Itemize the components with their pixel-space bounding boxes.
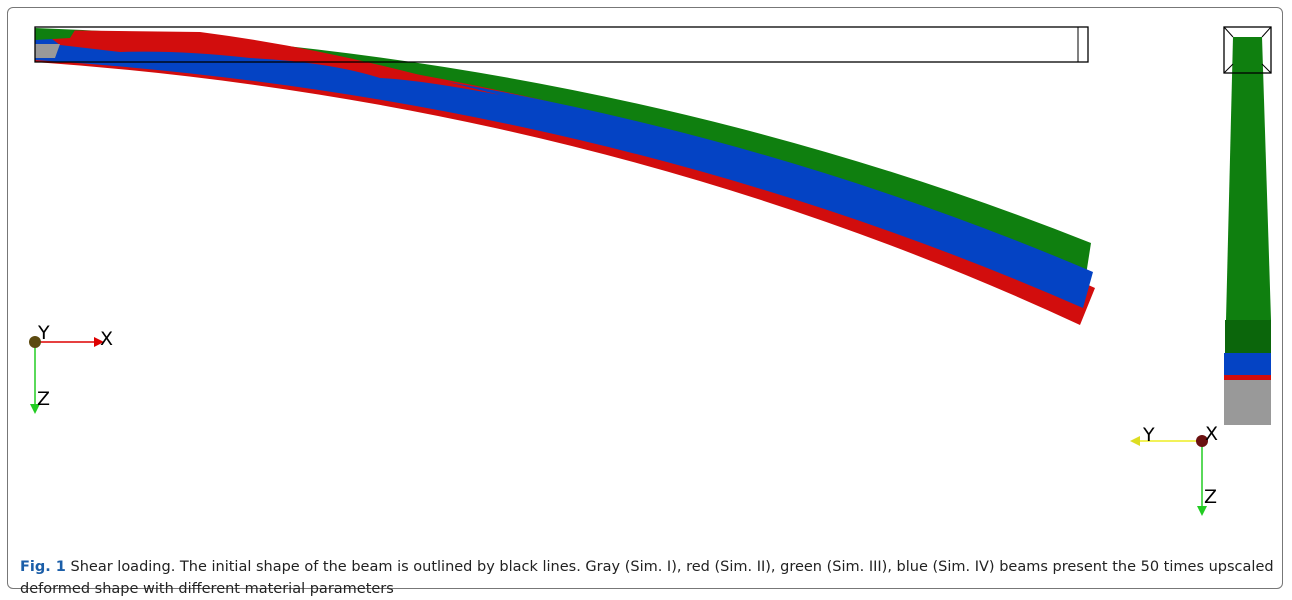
figure: Y X Z Y X Z (0, 0, 1292, 550)
axis-label: Z (37, 388, 50, 410)
blue-section (1224, 353, 1271, 375)
axis-label: X (1205, 423, 1218, 445)
side-outline-diag (1224, 27, 1233, 37)
side-outline-diag (1262, 27, 1271, 37)
caption-label: Fig. 1 (20, 559, 66, 575)
side-outline-diag (1262, 64, 1271, 73)
side-outline-diag (1224, 64, 1233, 73)
blue-beam (35, 38, 1093, 308)
caption: Fig. 1 Shear loading. The initial shape … (20, 556, 1275, 600)
dark-green-section (1225, 320, 1271, 353)
axis-label: Y (37, 322, 50, 344)
axis-label: Z (1204, 486, 1217, 508)
axis-label: Y (1142, 424, 1155, 446)
y-arrow-head (1130, 436, 1140, 446)
page: Y X Z Y X Z Fig. 1 Shear loading. The in… (0, 0, 1292, 595)
axis-label: X (100, 328, 113, 350)
red-beam (35, 30, 1095, 325)
green-column (1226, 37, 1271, 320)
red-section (1224, 375, 1271, 380)
gray-section (1224, 380, 1271, 425)
caption-text: Shear loading. The initial shape of the … (20, 559, 1274, 597)
